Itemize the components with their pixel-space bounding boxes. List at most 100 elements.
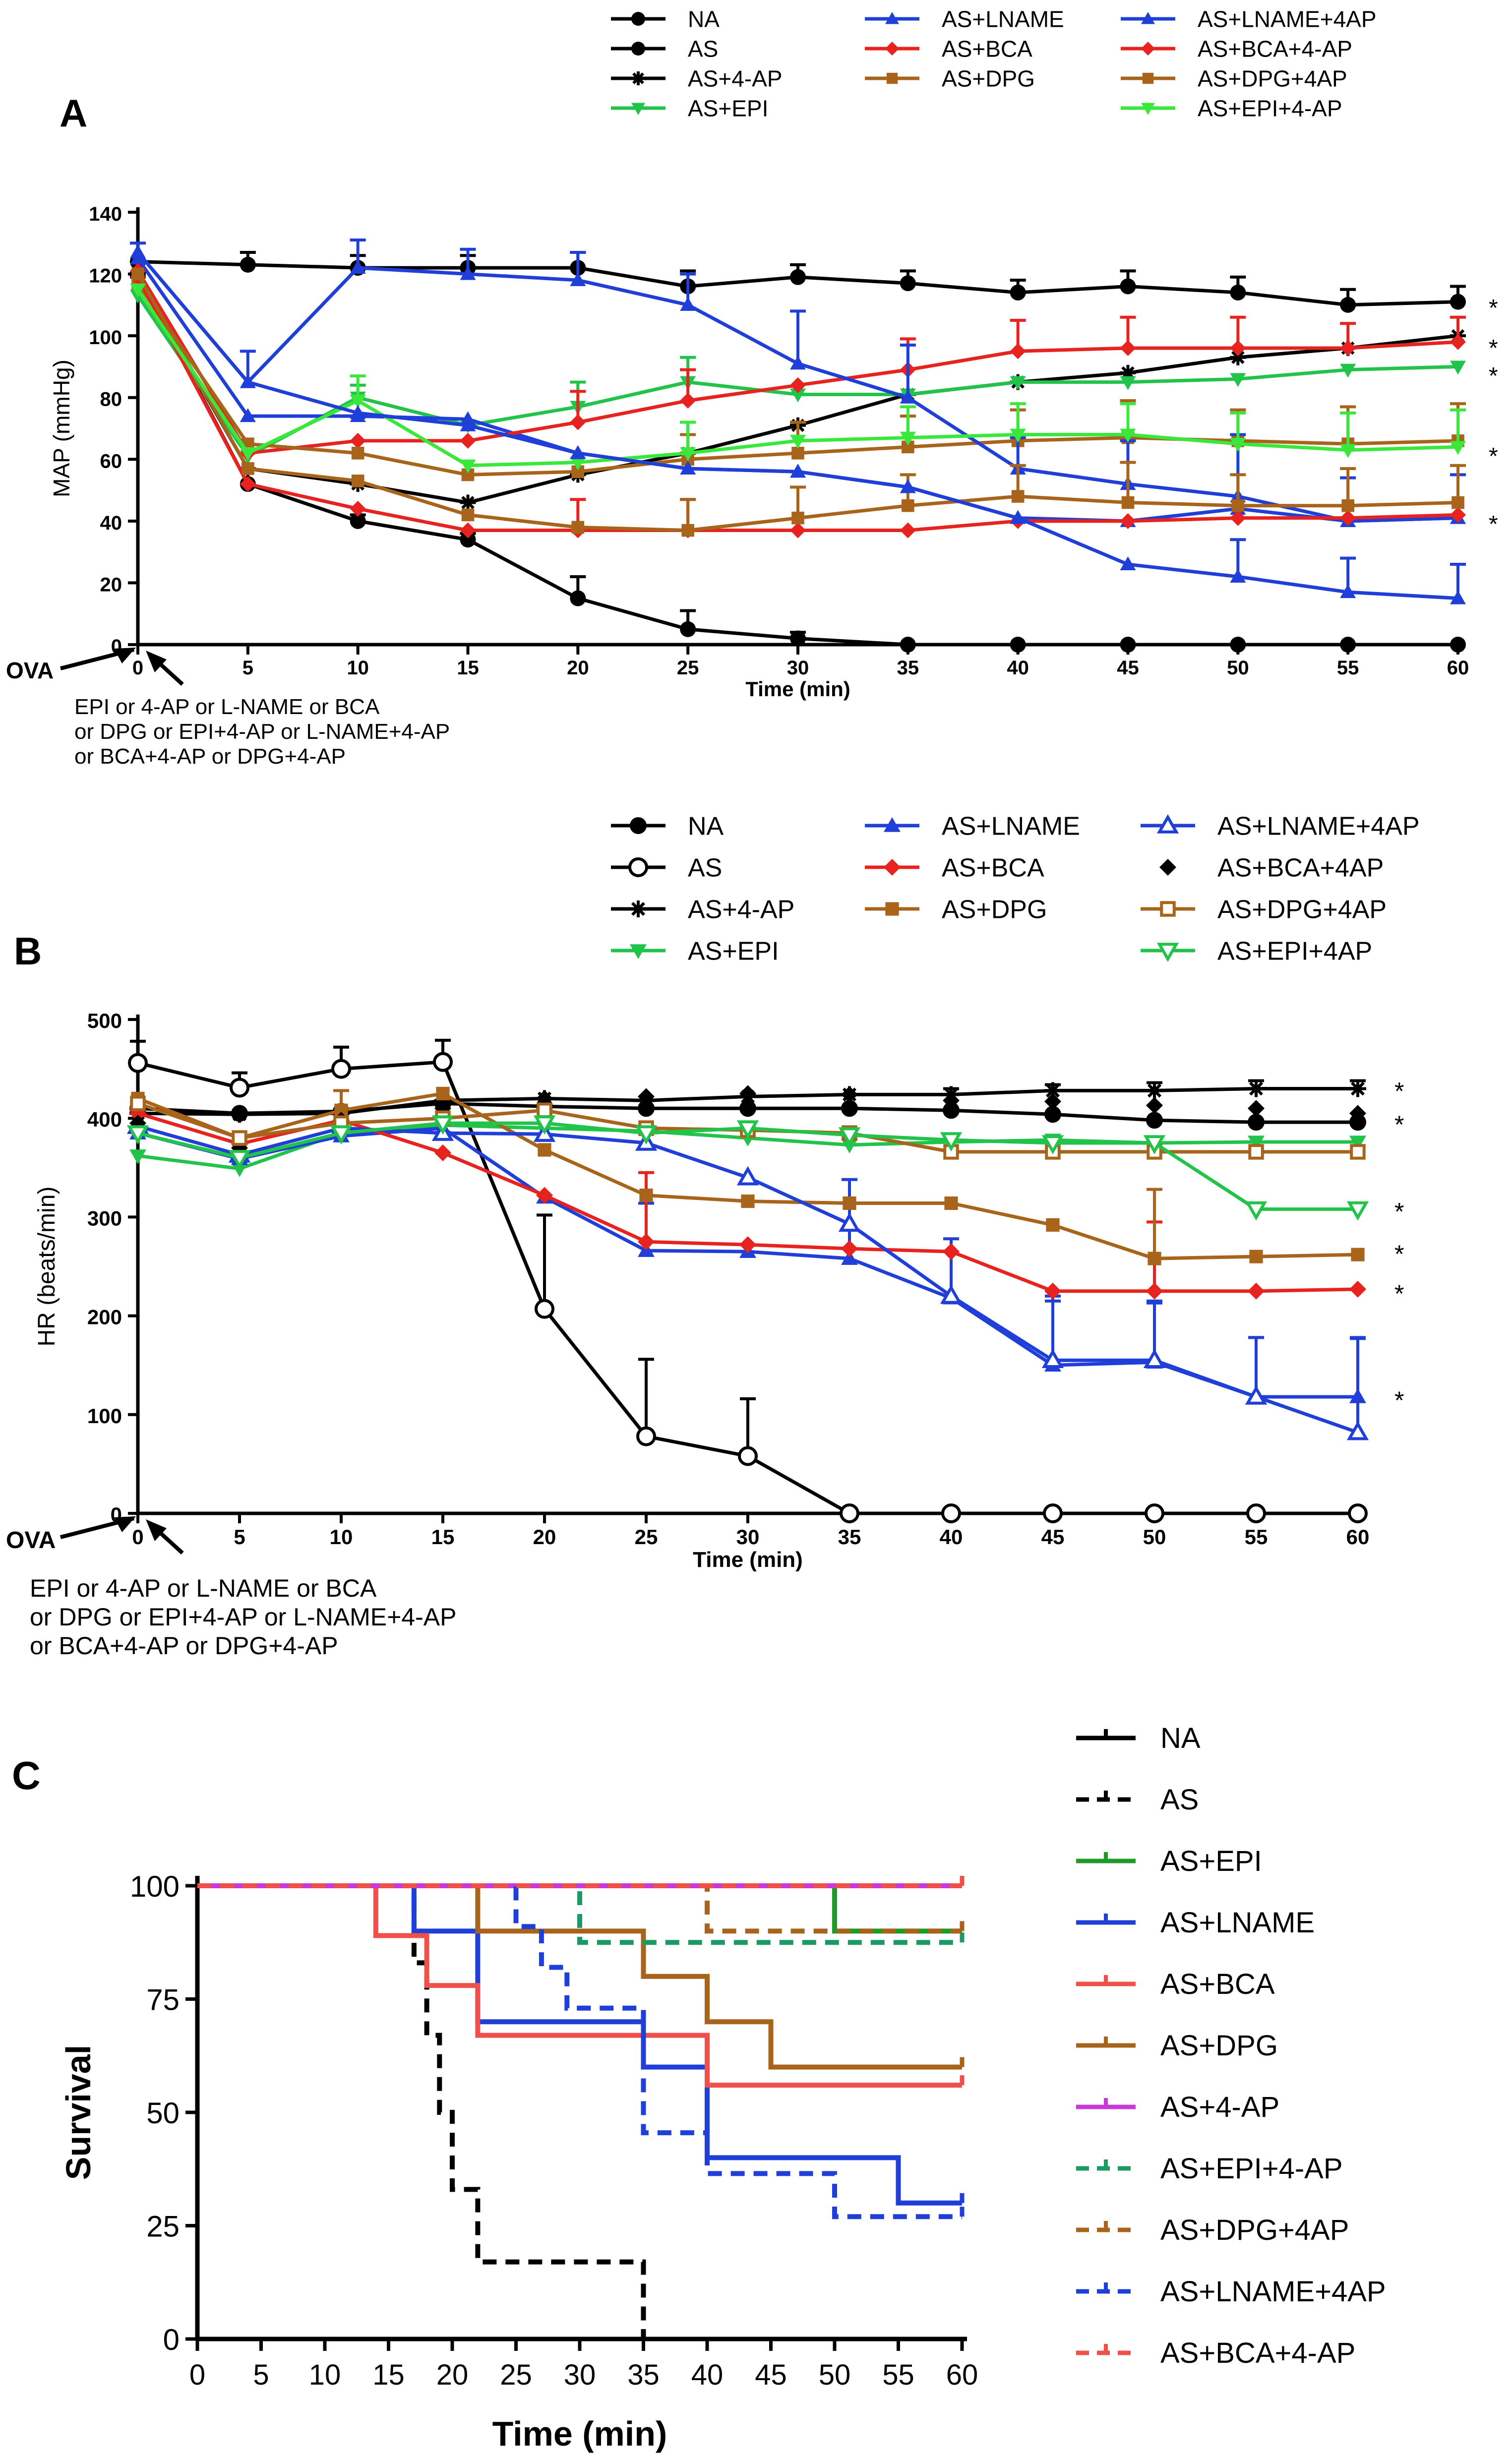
data-point — [943, 1102, 960, 1119]
data-point — [570, 414, 586, 430]
legend-item-as-bca-4-ap: AS+BCA+4-AP — [1076, 2337, 1355, 2369]
data-point — [330, 1125, 353, 1145]
data-point — [1230, 340, 1246, 357]
data-point — [536, 1187, 553, 1204]
data-point — [1350, 1144, 1366, 1160]
legend-marker — [885, 902, 899, 916]
legend-label: AS+LNAME — [1160, 1907, 1315, 1939]
data-point — [638, 1088, 655, 1105]
x-tick-label: 45 — [1117, 657, 1139, 679]
legend-item-as-lname: AS+LNAME — [865, 812, 1080, 841]
data-point — [843, 1196, 856, 1210]
x-tick-label: 30 — [736, 1525, 760, 1549]
y-tick-label: 500 — [87, 1009, 122, 1032]
data-point — [1044, 1082, 1061, 1099]
legend-item-as-lname-4ap: AS+LNAME+4AP — [1121, 6, 1377, 32]
data-point — [130, 244, 146, 258]
data-point — [1248, 1114, 1265, 1131]
data-point — [571, 521, 585, 534]
legend-label: AS+LNAME+4AP — [1160, 2276, 1386, 2308]
data-point — [1230, 637, 1246, 653]
legend-item-as-bca: AS+BCA — [865, 36, 1032, 62]
legend-label: AS — [688, 854, 722, 883]
legend-item-as: AS — [611, 36, 718, 62]
x-tick-label: 50 — [819, 2359, 851, 2391]
data-point — [1010, 376, 1026, 390]
data-point — [841, 1240, 858, 1258]
data-point — [790, 388, 806, 403]
data-point — [840, 1503, 859, 1523]
data-point — [240, 256, 256, 273]
data-point — [131, 267, 144, 281]
y-axis-title: HR (beats/min) — [34, 1187, 60, 1347]
data-point — [350, 405, 366, 419]
data-point — [535, 1299, 554, 1319]
y-tick-label: 50 — [146, 2097, 180, 2130]
data-point — [1146, 1282, 1163, 1300]
legend-label: AS+4-AP — [1160, 2091, 1279, 2123]
x-axis-title: Time (min) — [693, 1548, 803, 1572]
data-point — [680, 460, 696, 475]
data-point — [1349, 1080, 1366, 1097]
survival-as — [197, 1883, 646, 2339]
data-point — [739, 1085, 756, 1102]
legend-item-as-bca: AS+BCA — [1076, 1968, 1275, 2000]
x-tick-label: 35 — [627, 2359, 660, 2391]
x-axis-title: Time (min) — [492, 2414, 667, 2453]
significance-star: * — [1489, 335, 1498, 361]
data-point — [350, 513, 366, 529]
y-tick-label: 400 — [87, 1108, 122, 1131]
data-point — [900, 522, 916, 539]
survival-line — [197, 1883, 962, 2088]
data-point — [1246, 1503, 1266, 1523]
x-tick-label: 50 — [1143, 1525, 1166, 1549]
data-point — [460, 522, 476, 539]
x-tick-label: 5 — [253, 2359, 269, 2391]
data-point — [680, 447, 696, 461]
x-tick-label: 25 — [500, 2359, 532, 2391]
series-as-lname-4ap — [126, 1115, 1369, 1440]
significance-star: * — [1394, 1386, 1404, 1414]
x-tick-label: 20 — [436, 2359, 469, 2391]
data-point — [1010, 637, 1026, 653]
legend-item-as-4-ap: AS+4-AP — [611, 896, 794, 924]
data-point — [1230, 349, 1246, 365]
data-point — [128, 1053, 148, 1073]
legend-item-as-epi-4-ap: AS+EPI+4-AP — [1076, 2153, 1343, 2185]
data-point — [460, 417, 476, 431]
panel-label: B — [14, 929, 42, 973]
legend-item-as-epi: AS+EPI — [1076, 1845, 1262, 1877]
x-tick-label: 10 — [309, 2359, 341, 2391]
data-point — [736, 1166, 759, 1186]
treatment-note-line: EPI or 4-AP or L-NAME or BCA — [74, 695, 380, 719]
data-point — [1450, 507, 1466, 523]
x-tick-label: 0 — [189, 2359, 205, 2391]
legend-label: AS+DPG+4AP — [1198, 66, 1347, 92]
y-tick-label: 0 — [163, 2323, 180, 2356]
x-tick-label: 15 — [431, 1525, 455, 1549]
data-point — [1120, 376, 1136, 390]
legend-item-as-dpg-4ap: AS+DPG+4AP — [1141, 896, 1387, 924]
x-tick-label: 60 — [946, 2359, 978, 2391]
x-tick-label: 15 — [457, 657, 479, 679]
data-point — [736, 1120, 759, 1140]
data-point — [240, 447, 256, 461]
y-tick-label: 100 — [87, 1404, 122, 1428]
y-tick-label: 100 — [130, 1870, 180, 1903]
legend-marker — [886, 72, 898, 84]
significance-star: * — [1394, 1111, 1404, 1139]
legend-label: NA — [688, 812, 724, 841]
data-point — [1245, 1201, 1268, 1221]
y-tick-label: 80 — [100, 389, 122, 411]
data-point — [940, 1284, 963, 1304]
legend-label: AS+4-AP — [688, 896, 794, 924]
data-point — [1010, 428, 1026, 443]
legend-label: AS+BCA+4-AP — [1198, 36, 1352, 62]
data-point — [1245, 1385, 1268, 1405]
legend-item-as-dpg-4ap: AS+DPG+4AP — [1121, 66, 1347, 92]
x-tick-label: 0 — [132, 657, 143, 679]
data-point — [1143, 1135, 1166, 1155]
y-tick-label: 300 — [87, 1206, 122, 1230]
data-point — [537, 1102, 552, 1119]
data-point — [1248, 1136, 1265, 1151]
